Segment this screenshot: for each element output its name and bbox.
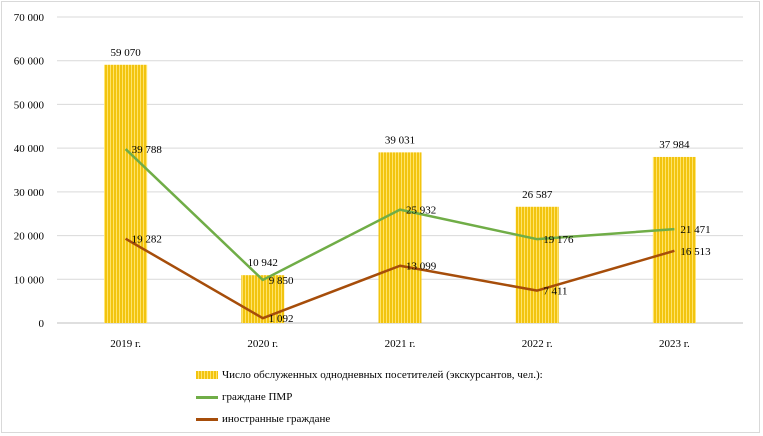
y-tick-label: 40 000	[14, 143, 45, 155]
legend-label-foreigners: иностранные граждане	[222, 413, 331, 425]
y-tick-label: 50 000	[14, 99, 45, 111]
legend-swatch-foreigners	[196, 417, 218, 421]
line-data-label: 16 513	[680, 246, 711, 258]
line-data-label: 13 099	[406, 261, 437, 273]
x-tick-label: 2022 г.	[522, 338, 553, 350]
legend-swatch-citizens	[196, 395, 218, 399]
y-tick-label: 0	[39, 318, 45, 330]
line-data-label: 19 176	[543, 234, 574, 246]
line-data-label: 19 282	[132, 234, 162, 246]
x-tick-label: 2019 г.	[110, 338, 141, 350]
bar-data-label: 39 031	[385, 134, 415, 146]
line-data-label: 25 932	[406, 205, 436, 217]
bar-data-label: 59 070	[110, 47, 141, 59]
y-tick-label: 60 000	[14, 56, 45, 68]
y-tick-label: 20 000	[14, 231, 45, 243]
line-data-label: 39 788	[132, 144, 163, 156]
y-tick-label: 10 000	[14, 274, 45, 286]
x-tick-label: 2021 г.	[385, 338, 416, 350]
bar	[241, 275, 285, 323]
legend: Число обслуженных однодневных посетителе…	[196, 364, 543, 430]
x-tick-label: 2020 г.	[247, 338, 278, 350]
bar-data-label: 26 587	[522, 189, 553, 201]
bar	[652, 156, 696, 323]
y-tick-label: 70 000	[14, 12, 45, 24]
legend-label-bars: Число обслуженных однодневных посетителе…	[222, 369, 543, 381]
x-tick-label: 2023 г.	[659, 338, 690, 350]
line-data-label: 21 471	[680, 224, 710, 236]
legend-item-foreigners: иностранные граждане	[196, 408, 543, 430]
bar	[378, 152, 422, 323]
legend-label-citizens: граждане ПМР	[222, 391, 293, 403]
line-data-label: 1 092	[269, 313, 294, 325]
legend-item-bars: Число обслуженных однодневных посетителе…	[196, 364, 543, 386]
legend-swatch-bars	[196, 371, 218, 379]
bar-data-label: 10 942	[248, 257, 278, 269]
line-data-label: 7 411	[543, 286, 567, 298]
y-tick-label: 30 000	[14, 187, 45, 199]
bar	[104, 64, 148, 323]
legend-item-citizens: граждане ПМР	[196, 386, 543, 408]
bar-data-label: 37 984	[659, 139, 690, 151]
bar	[515, 206, 559, 323]
line-data-label: 9 850	[269, 275, 294, 287]
